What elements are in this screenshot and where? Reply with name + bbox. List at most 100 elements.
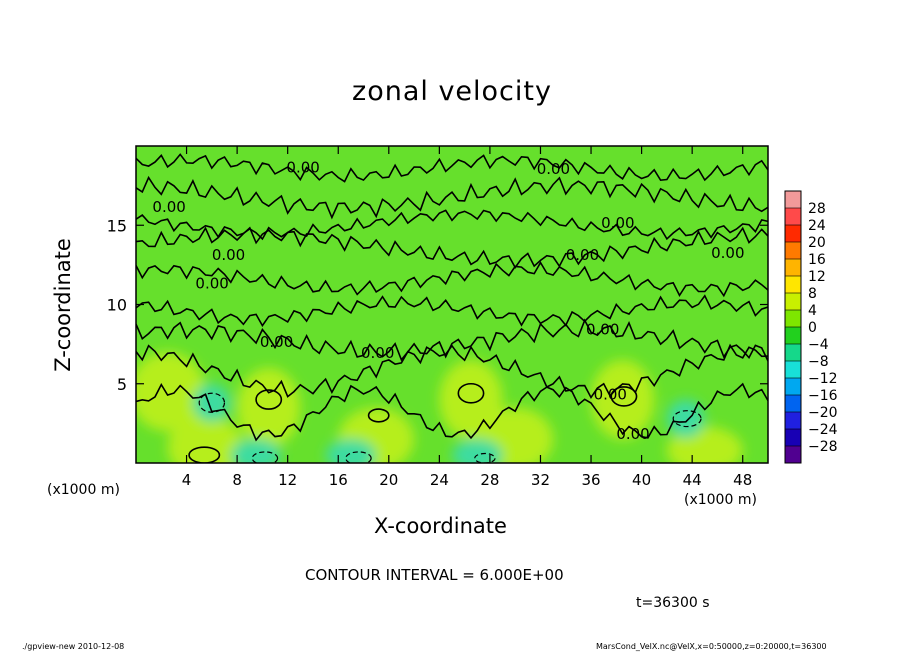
zero-contour xyxy=(136,343,768,400)
x-tick-label: 32 xyxy=(531,471,550,489)
colorbar-segment xyxy=(785,259,801,277)
zero-contour xyxy=(136,318,768,362)
colorbar-label: −20 xyxy=(808,405,838,421)
field-patch xyxy=(666,399,705,438)
zero-contour-lines xyxy=(136,153,768,463)
colorbar-segment xyxy=(785,361,801,379)
zero-contour xyxy=(136,175,768,220)
zero-contour xyxy=(136,153,768,183)
x-axis-label: X-coordinate xyxy=(374,514,507,538)
zero-contour xyxy=(136,226,768,270)
colorbar-label: −28 xyxy=(808,439,838,455)
zero-contour xyxy=(136,209,768,241)
colorbar-segment xyxy=(785,395,801,413)
contour-label: 0.00 xyxy=(195,274,228,292)
time-label: t=36300 s xyxy=(636,595,710,611)
zero-contour xyxy=(136,382,768,442)
x-tick-label: 12 xyxy=(278,471,297,489)
y-tick-label: 10 xyxy=(107,296,127,315)
colorbar-segment xyxy=(785,378,801,396)
colorbar-label: 8 xyxy=(808,286,817,302)
x-tick-label: 48 xyxy=(733,471,752,489)
closed-contour xyxy=(457,382,485,404)
x-unit-right: (x1000 m) xyxy=(684,492,757,508)
colorbar-segment xyxy=(785,412,801,430)
x-tick-label: 8 xyxy=(232,471,242,489)
chart-title: zonal velocity xyxy=(352,76,552,107)
x-tick-label: 24 xyxy=(430,471,449,489)
x-tick-label: 36 xyxy=(581,471,600,489)
contour-label: 0.00 xyxy=(361,344,394,362)
x-axis-ticks: 4 8 12 16 20 24 28 32 36 40 44 48 xyxy=(182,146,752,489)
contour-interval: CONTOUR INTERVAL = 6.000E+00 xyxy=(305,566,564,584)
y-axis-label: Z-coordinate xyxy=(51,238,75,372)
plot-area: 0.00 0.000.000.000.00 0.00 0.000.000.000.00… xyxy=(135,145,769,464)
field-patch xyxy=(192,383,231,422)
contour-label: 0.00 xyxy=(537,160,570,178)
contour-label: 0.00 xyxy=(260,333,293,351)
zero-contour xyxy=(136,294,768,328)
colorbar-segment xyxy=(785,208,801,226)
negative-contour xyxy=(198,392,226,413)
colorbar-segment xyxy=(785,344,801,362)
negative-contour xyxy=(251,451,279,463)
field-patch xyxy=(167,415,244,463)
colorbar-label: −24 xyxy=(808,422,838,438)
field-patch xyxy=(230,439,282,463)
colorbar-label: 16 xyxy=(808,252,826,268)
negative-contour xyxy=(672,410,702,428)
colorbar-segment xyxy=(785,446,801,464)
x-tick-label: 4 xyxy=(182,471,192,489)
colorbar-segment xyxy=(785,276,801,294)
contour-label: 0.00 xyxy=(286,159,319,177)
colorbar-segment xyxy=(785,242,801,260)
colorbar-label: 4 xyxy=(808,303,817,319)
colorbar-label: 20 xyxy=(808,235,826,251)
contour-labels: 0.00 0.000.000.000.00 0.00 0.000.000.000.00… xyxy=(152,159,744,443)
colorbar-label: 12 xyxy=(808,269,826,285)
negative-contour xyxy=(345,451,372,463)
footer-right: MarsCond_VelX.nc@VelX,x=0:50000,z=0:2000… xyxy=(596,642,827,651)
contour-label: 0.00 xyxy=(601,214,634,232)
colorbar-label: 0 xyxy=(808,320,817,336)
x-unit-left: (x1000 m) xyxy=(47,482,120,498)
x-tick-label: 16 xyxy=(329,471,348,489)
contour-label: 0.00 xyxy=(566,246,599,264)
closed-contour xyxy=(367,408,390,423)
colorbar-label: 24 xyxy=(808,218,826,234)
colorbar-label: −12 xyxy=(808,371,838,387)
x-tick-label: 28 xyxy=(480,471,499,489)
field-patch xyxy=(136,352,206,432)
colorbar-segment xyxy=(785,191,801,209)
colorbar-segment xyxy=(785,310,801,328)
field-patch xyxy=(591,359,655,440)
x-tick-label: 40 xyxy=(632,471,651,489)
colorbar-label: −4 xyxy=(808,337,829,353)
x-tick-label: 20 xyxy=(379,471,398,489)
contour-label: 0.00 xyxy=(212,246,245,264)
y-axis-ticks: 5 10 15 xyxy=(107,216,768,394)
contour-label: 0.00 xyxy=(586,320,619,338)
contour-label: 0.00 xyxy=(711,244,744,262)
colorbar-segment xyxy=(785,293,801,311)
contour-label: 0.00 xyxy=(616,425,649,443)
colorbar-segment xyxy=(785,225,801,243)
zero-contour xyxy=(136,261,768,298)
colorbar-segment xyxy=(785,327,801,345)
footer-left: ./gpview-new 2010-12-08 xyxy=(22,642,125,651)
x-tick-label: 44 xyxy=(683,471,702,489)
colorbar-label: −16 xyxy=(808,388,838,404)
closed-contour xyxy=(188,446,221,463)
colorbar-label: −8 xyxy=(808,354,829,370)
field-patch xyxy=(237,367,301,448)
y-tick-label: 15 xyxy=(107,216,127,235)
contour-label: 0.00 xyxy=(152,198,185,216)
y-tick-label: 5 xyxy=(117,375,127,394)
contour-label: 0.00 xyxy=(594,385,627,403)
colorbar-segment xyxy=(785,429,801,447)
closed-contour xyxy=(610,386,638,407)
closed-contour xyxy=(255,389,283,410)
colorbar-label: 28 xyxy=(808,201,826,217)
